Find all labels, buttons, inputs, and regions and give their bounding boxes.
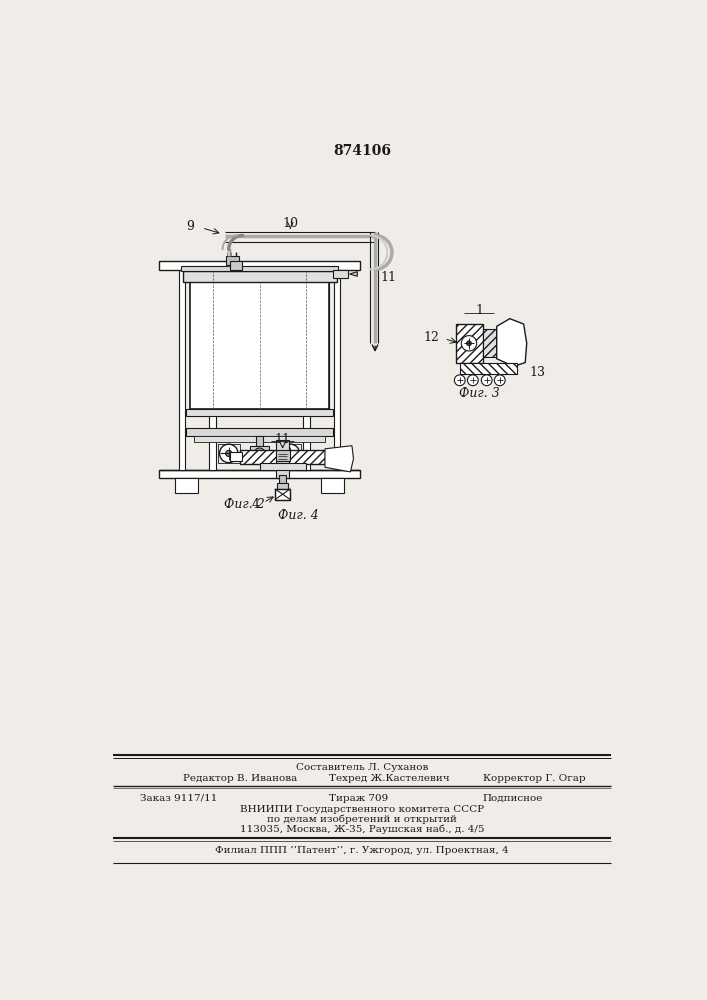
Bar (240, 450, 325, 464)
Circle shape (219, 444, 238, 463)
Text: 9: 9 (187, 220, 194, 233)
Bar (190, 282, 329, 409)
Text: 10: 10 (282, 217, 298, 230)
Text: Корректор Г. Огар: Корректор Г. Огар (483, 774, 585, 783)
Bar (460, 363, 518, 374)
Bar (226, 256, 239, 265)
Bar (456, 324, 483, 363)
Bar (275, 489, 291, 500)
Text: 4: 4 (252, 498, 259, 512)
Circle shape (481, 375, 492, 386)
Text: Заказ 9117/11: Заказ 9117/11 (140, 794, 218, 803)
Circle shape (226, 450, 232, 456)
Bar (276, 440, 288, 478)
Circle shape (455, 375, 465, 386)
Polygon shape (350, 272, 357, 276)
Bar (181, 266, 338, 271)
Circle shape (467, 375, 478, 386)
Text: 11: 11 (381, 271, 397, 284)
Bar (322, 282, 329, 409)
Text: Составитель Л. Суханов: Составитель Л. Суханов (296, 763, 428, 772)
Bar (218, 444, 240, 463)
Bar (250, 446, 269, 460)
Polygon shape (325, 446, 354, 472)
Circle shape (257, 451, 262, 455)
Bar (194, 436, 325, 442)
Bar (179, 270, 185, 470)
Bar (187, 409, 333, 416)
Bar (277, 483, 288, 490)
Bar (283, 450, 325, 464)
Bar (483, 329, 497, 357)
Text: Техред Ж.Кастелевич: Техред Ж.Кастелевич (329, 774, 450, 783)
Circle shape (281, 444, 300, 463)
Bar (240, 450, 283, 464)
Bar (175, 478, 198, 493)
Bar (160, 261, 360, 270)
Bar (334, 270, 340, 470)
Bar (279, 444, 301, 463)
Bar (483, 329, 497, 357)
Text: 12: 12 (423, 331, 439, 344)
Text: 13: 13 (529, 366, 545, 379)
Text: Фиг. 3: Фиг. 3 (459, 387, 499, 400)
Bar (230, 261, 242, 270)
Circle shape (287, 450, 293, 456)
Bar (456, 324, 483, 363)
Bar (279, 475, 286, 484)
Circle shape (461, 336, 477, 351)
Text: Фиг. 4: Фиг. 4 (278, 509, 318, 522)
Text: по делам изобретений и открытий: по делам изобретений и открытий (267, 814, 457, 824)
Bar (259, 463, 305, 470)
Text: Филиал ППП ’’Патент’’, г. Ужгород, ул. Проектная, 4: Филиал ППП ’’Патент’’, г. Ужгород, ул. П… (215, 846, 509, 855)
Text: Редактор В. Иванова: Редактор В. Иванова (182, 774, 297, 783)
Text: Тираж 709: Тираж 709 (329, 794, 388, 803)
Text: 113035, Москва, Ж-35, Раушская наб., д. 4/5: 113035, Москва, Ж-35, Раушская наб., д. … (240, 824, 484, 834)
Circle shape (494, 375, 506, 386)
Text: 1: 1 (475, 304, 483, 317)
Circle shape (467, 341, 472, 346)
Text: 11: 11 (274, 433, 291, 446)
Text: Фиг. 2: Фиг. 2 (224, 498, 264, 512)
Bar (275, 489, 291, 500)
Bar (303, 270, 310, 470)
Bar (160, 470, 360, 478)
Bar (321, 478, 344, 493)
Bar (182, 271, 337, 282)
Polygon shape (497, 319, 527, 366)
Text: 874106: 874106 (333, 144, 391, 158)
Circle shape (254, 448, 265, 459)
Bar (257, 436, 262, 464)
Bar (333, 270, 348, 278)
Bar (460, 363, 518, 374)
Bar (230, 452, 242, 461)
Bar (187, 428, 333, 436)
Bar (276, 450, 290, 461)
Bar (209, 270, 216, 470)
Bar (190, 282, 197, 409)
Text: Подписное: Подписное (483, 794, 543, 803)
Text: ВНИИПИ Государственного комитета СССР: ВНИИПИ Государственного комитета СССР (240, 805, 484, 814)
